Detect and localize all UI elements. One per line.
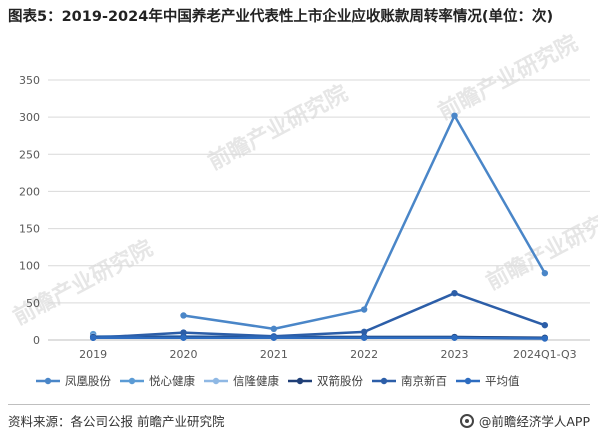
- data-point: [89, 334, 97, 341]
- chart-title: 图表5：2019-2024年中国养老产业代表性上市企业应收账款周转率情况(单位：…: [8, 9, 554, 25]
- legend-swatch-marker: [212, 377, 220, 385]
- y-tick-label: 200: [19, 185, 40, 198]
- series-lines: [89, 112, 549, 342]
- y-tick-label: 50: [26, 297, 40, 310]
- data-point: [360, 334, 368, 341]
- legend-item: 悦心健康: [120, 374, 195, 388]
- series-5: [89, 290, 549, 341]
- data-point: [360, 328, 368, 336]
- x-tick-label: 2019: [79, 348, 107, 361]
- legend-label: 双箭股份: [317, 374, 363, 388]
- legend-label: 悦心健康: [149, 374, 195, 388]
- source-note: 资料来源：各公司公报 前瞻产业研究院: [8, 414, 225, 429]
- data-point: [451, 112, 458, 119]
- y-tick-label: 150: [19, 223, 40, 236]
- brand-credit: @前瞻经济学人APP: [459, 411, 590, 430]
- y-tick-label: 0: [33, 334, 40, 347]
- data-point: [451, 290, 458, 297]
- data-point: [360, 306, 368, 313]
- legend-item: 信隆健康: [204, 374, 279, 388]
- series-line: [93, 291, 546, 340]
- legend-swatch-marker: [44, 377, 52, 385]
- y-tick-label: 350: [19, 74, 40, 87]
- y-tick-label: 250: [19, 148, 40, 161]
- footer-divider: [8, 404, 590, 405]
- data-point: [180, 334, 187, 341]
- legend-label: 平均值: [485, 374, 520, 388]
- y-tick-label: 100: [19, 260, 40, 273]
- legend-swatch-marker: [296, 377, 304, 385]
- legend-item: 凤凰股份: [36, 374, 111, 388]
- legend-swatch-marker: [380, 377, 388, 385]
- grid-lines: [48, 79, 590, 341]
- y-tick-labels: 0 50 100 150 200 250 300 350: [19, 74, 40, 347]
- data-point: [270, 325, 278, 333]
- brand-logo-icon: [459, 413, 474, 428]
- legend-swatch-marker: [464, 377, 472, 385]
- data-point: [451, 334, 458, 341]
- x-tick-labels: 2019 2020 2021 2022 2023 2024Q1-Q3: [79, 348, 577, 361]
- legend-item: 南京新百: [372, 374, 447, 388]
- legend-swatch-marker: [128, 377, 136, 385]
- x-tick-label: 2022: [350, 348, 378, 361]
- data-point: [180, 329, 187, 336]
- brand-label: @前瞻经济学人APP: [478, 414, 590, 429]
- series-6: [89, 334, 549, 342]
- series-line: [93, 336, 545, 340]
- legend-label: 凤凰股份: [65, 374, 111, 388]
- legend-item: 双箭股份: [288, 374, 363, 388]
- x-tick-label: 2020: [170, 348, 198, 361]
- legend-label: 南京新百: [401, 374, 447, 388]
- data-point: [541, 269, 549, 277]
- series-line: [183, 114, 546, 331]
- legend-label: 信隆健康: [233, 374, 279, 388]
- x-tick-label: 2021: [260, 348, 288, 361]
- x-tick-label: 2024Q1-Q3: [513, 348, 577, 361]
- data-point: [180, 312, 187, 319]
- x-tick-label: 2023: [441, 348, 469, 361]
- y-tick-label: 300: [19, 111, 40, 124]
- data-point: [270, 334, 278, 341]
- legend: 凤凰股份 悦心健康 信隆健康 双箭股份 南京新百 平均值: [36, 374, 520, 388]
- legend-item: 平均值: [456, 374, 520, 388]
- series-1: [180, 112, 549, 333]
- data-point: [541, 335, 549, 342]
- data-point: [541, 321, 549, 329]
